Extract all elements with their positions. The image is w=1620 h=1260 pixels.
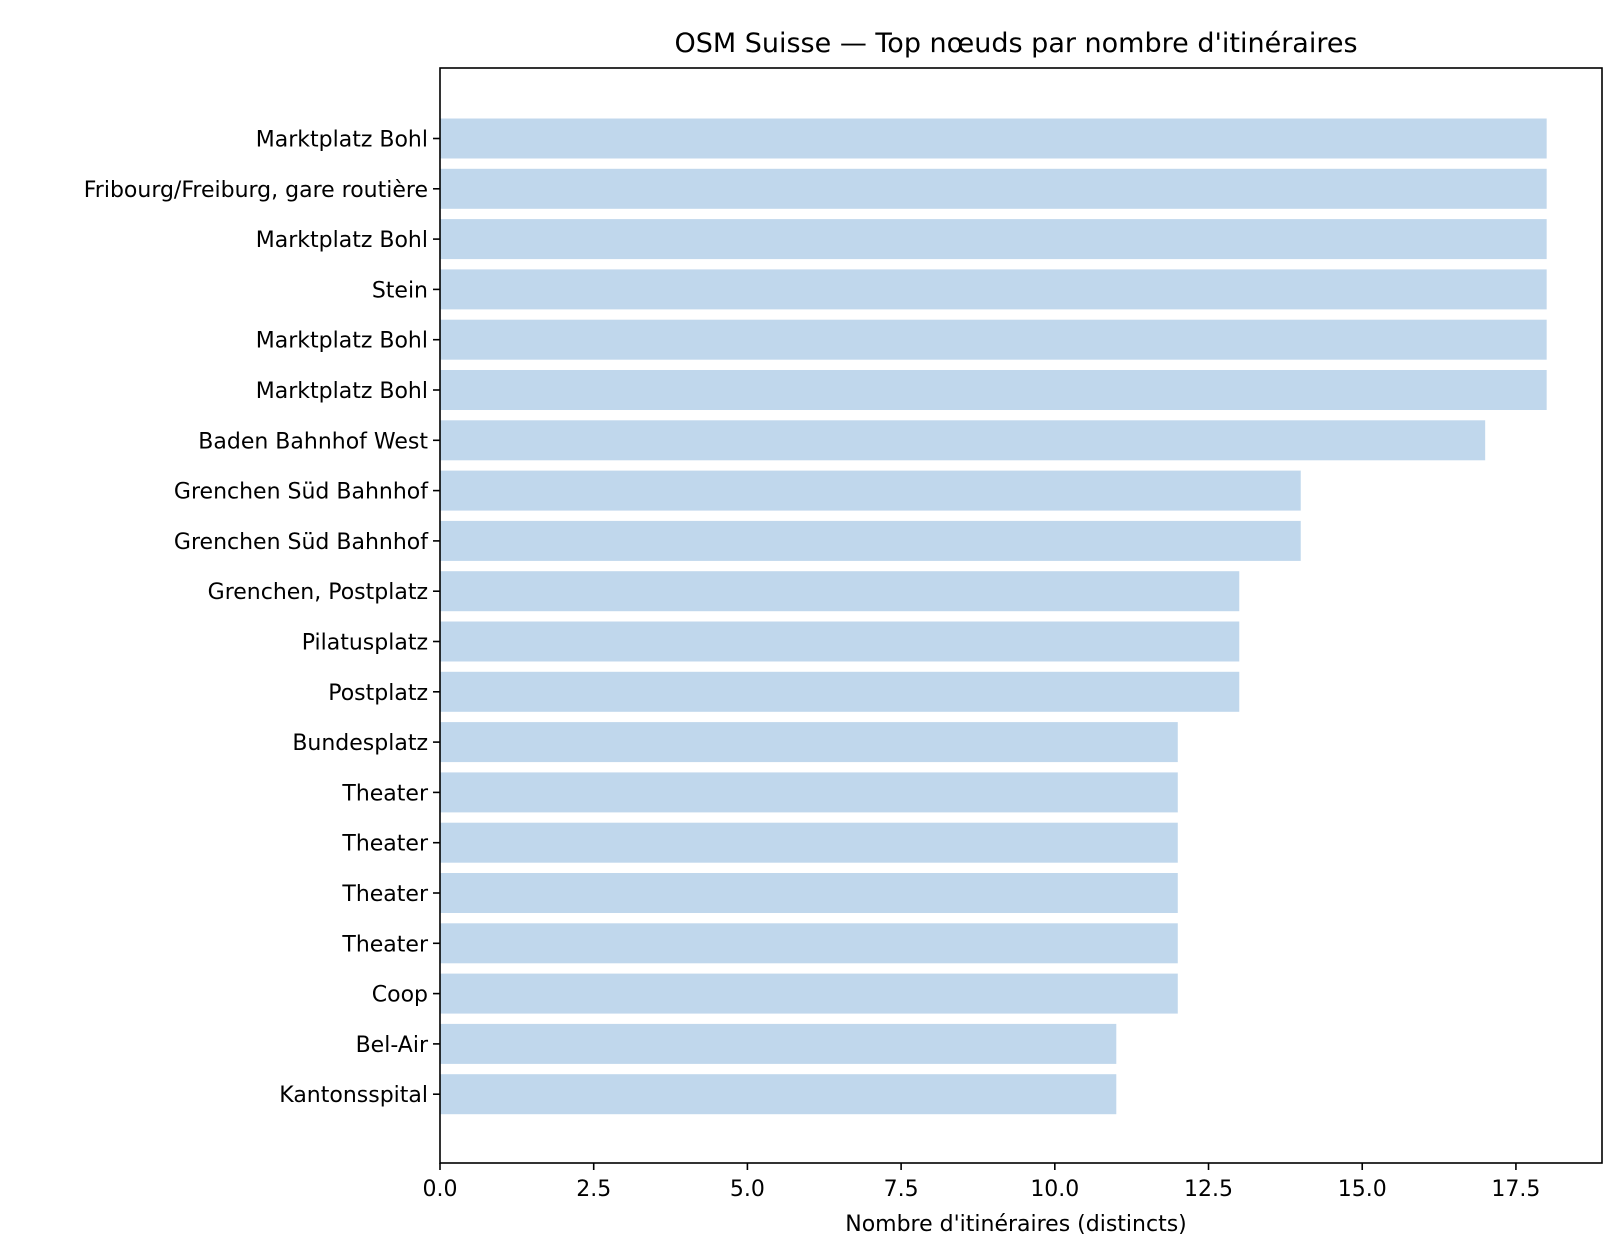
bar: [440, 420, 1486, 461]
bar: [440, 370, 1547, 410]
y-tick-label: Marktplatz Bohl: [256, 329, 428, 354]
y-tick-label: Grenchen Süd Bahnhof: [174, 480, 429, 505]
y-tick-label: Marktplatz Bohl: [256, 379, 428, 404]
bar: [440, 973, 1178, 1014]
bar: [440, 822, 1178, 863]
bar: [440, 923, 1178, 964]
bar: [440, 671, 1240, 712]
plot-frame: [439, 67, 1603, 1164]
y-tick-label: Bel-Air: [356, 1033, 429, 1058]
bar: [440, 219, 1547, 260]
bar: [440, 319, 1547, 360]
y-tick-label: Kantonsspital: [279, 1083, 428, 1108]
bar: [440, 1023, 1117, 1064]
x-tick-label: 5.0: [730, 1177, 765, 1202]
y-tick-label: Grenchen Süd Bahnhof: [174, 530, 429, 555]
bar: [440, 571, 1240, 612]
y-tick-label: Marktplatz Bohl: [256, 228, 428, 253]
x-tick-label: 15.0: [1338, 1177, 1387, 1202]
y-tick-label: Coop: [372, 983, 428, 1008]
y-tick-label: Fribourg/Freiburg, gare routière: [84, 178, 428, 203]
bar: [440, 269, 1547, 310]
bar: [440, 470, 1301, 511]
bar: [440, 621, 1240, 662]
y-tick-label: Theater: [341, 882, 429, 907]
y-tick-label: Stein: [372, 278, 428, 303]
x-tick-label: 12.5: [1184, 1177, 1233, 1202]
x-axis-ticks: 0.0 2.5 5.0 7.5 10.0 12.5 15.0 17.5: [423, 1163, 1540, 1202]
x-tick-label: 2.5: [576, 1177, 611, 1202]
bar: [440, 873, 1178, 913]
bars-group: [440, 118, 1547, 1115]
bar: [440, 722, 1178, 763]
y-tick-label: Pilatusplatz: [302, 631, 428, 656]
y-axis-ticks: Marktplatz Bohl Fribourg/Freiburg, gare r…: [84, 128, 440, 1108]
y-tick-label: Postplatz: [328, 681, 428, 706]
bar: [440, 520, 1301, 561]
y-tick-label: Bundesplatz: [292, 731, 428, 756]
bar: [440, 772, 1178, 813]
y-tick-label: Theater: [341, 781, 429, 806]
x-tick-label: 17.5: [1491, 1177, 1540, 1202]
chart-title: OSM Suisse — Top nœuds par nombre d'itin…: [674, 28, 1357, 59]
bar: [440, 1074, 1117, 1115]
x-tick-label: 10.0: [1030, 1177, 1079, 1202]
y-tick-label: Grenchen, Postplatz: [208, 580, 428, 605]
y-tick-label: Marktplatz Bohl: [256, 128, 428, 153]
y-tick-label: Theater: [341, 932, 429, 957]
bar: [440, 118, 1547, 159]
x-axis-label: Nombre d'itinéraires (distincts): [845, 1212, 1187, 1237]
x-tick-label: 7.5: [884, 1177, 919, 1202]
y-tick-label: Baden Bahnhof West: [198, 429, 428, 454]
bar: [440, 168, 1547, 209]
x-tick-label: 0.0: [423, 1177, 458, 1202]
y-tick-label: Theater: [341, 832, 429, 857]
